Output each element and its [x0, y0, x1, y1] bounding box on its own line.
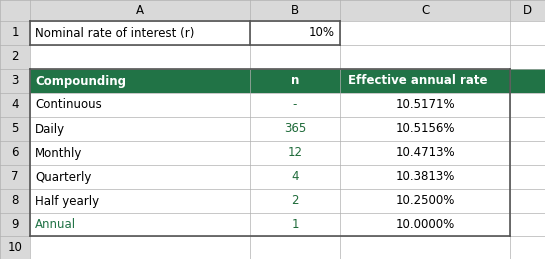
Text: 10.3813%: 10.3813%: [395, 170, 455, 183]
Text: 7: 7: [11, 170, 19, 183]
Bar: [340, 93, 510, 117]
Bar: [250, 141, 340, 165]
Bar: [0, 45, 30, 69]
Text: Quarterly: Quarterly: [35, 170, 92, 183]
Bar: [0, 117, 30, 141]
Bar: [30, 213, 250, 236]
Text: Effective annual rate: Effective annual rate: [348, 75, 487, 88]
Bar: [0, 213, 30, 236]
Text: -: -: [293, 98, 297, 112]
Text: 12: 12: [288, 147, 302, 160]
Bar: [340, 69, 510, 93]
Bar: [30, 165, 250, 189]
Text: 3: 3: [11, 75, 19, 88]
Bar: [30, 117, 250, 141]
Text: 10.0000%: 10.0000%: [395, 218, 455, 231]
Text: Monthly: Monthly: [35, 147, 82, 160]
Text: 1: 1: [291, 218, 299, 231]
Text: 10.2500%: 10.2500%: [395, 195, 455, 207]
Text: 2: 2: [291, 195, 299, 207]
Text: 8: 8: [11, 195, 19, 207]
Bar: [0, 21, 30, 45]
Text: 2: 2: [11, 51, 19, 63]
Bar: [0, 236, 30, 259]
Bar: [340, 0, 510, 21]
Bar: [510, 93, 545, 117]
Bar: [0, 189, 30, 213]
Bar: [510, 69, 545, 93]
Text: Annual: Annual: [35, 218, 76, 231]
Text: 4: 4: [291, 170, 299, 183]
Text: Nominal rate of interest (r): Nominal rate of interest (r): [35, 26, 195, 40]
Bar: [30, 141, 250, 165]
Bar: [510, 0, 545, 21]
Text: Daily: Daily: [35, 123, 65, 135]
Bar: [340, 213, 510, 236]
Bar: [0, 69, 30, 93]
Text: D: D: [523, 4, 532, 17]
Text: 10.4713%: 10.4713%: [395, 147, 455, 160]
Bar: [340, 165, 510, 189]
Text: Half yearly: Half yearly: [35, 195, 99, 207]
Bar: [30, 69, 250, 93]
Bar: [30, 45, 545, 69]
Bar: [30, 21, 250, 45]
Bar: [0, 0, 30, 21]
Text: A: A: [136, 4, 144, 17]
Text: 10%: 10%: [309, 26, 335, 40]
Text: Compounding: Compounding: [35, 75, 126, 88]
Bar: [0, 93, 30, 117]
Text: 365: 365: [284, 123, 306, 135]
Text: 4: 4: [11, 98, 19, 112]
Bar: [30, 189, 250, 213]
Text: 5: 5: [11, 123, 19, 135]
Bar: [250, 189, 340, 213]
Bar: [510, 189, 545, 213]
Bar: [510, 117, 545, 141]
Bar: [30, 236, 545, 259]
Text: 1: 1: [11, 26, 19, 40]
Bar: [340, 117, 510, 141]
Text: 6: 6: [11, 147, 19, 160]
Bar: [510, 165, 545, 189]
Bar: [0, 141, 30, 165]
Bar: [250, 0, 340, 21]
Bar: [250, 21, 340, 45]
Bar: [0, 165, 30, 189]
Bar: [250, 93, 340, 117]
Text: 10.5171%: 10.5171%: [395, 98, 455, 112]
Text: 10: 10: [8, 241, 22, 254]
Bar: [340, 141, 510, 165]
Bar: [340, 189, 510, 213]
Bar: [250, 165, 340, 189]
Bar: [510, 213, 545, 236]
Bar: [510, 141, 545, 165]
Text: Continuous: Continuous: [35, 98, 102, 112]
Bar: [340, 21, 510, 45]
Text: 9: 9: [11, 218, 19, 231]
Bar: [510, 21, 545, 45]
Text: 10.5156%: 10.5156%: [395, 123, 455, 135]
Text: B: B: [291, 4, 299, 17]
Bar: [250, 213, 340, 236]
Text: n: n: [291, 75, 299, 88]
Bar: [30, 93, 250, 117]
Bar: [250, 117, 340, 141]
Bar: [30, 0, 250, 21]
Text: C: C: [421, 4, 429, 17]
Bar: [250, 69, 340, 93]
